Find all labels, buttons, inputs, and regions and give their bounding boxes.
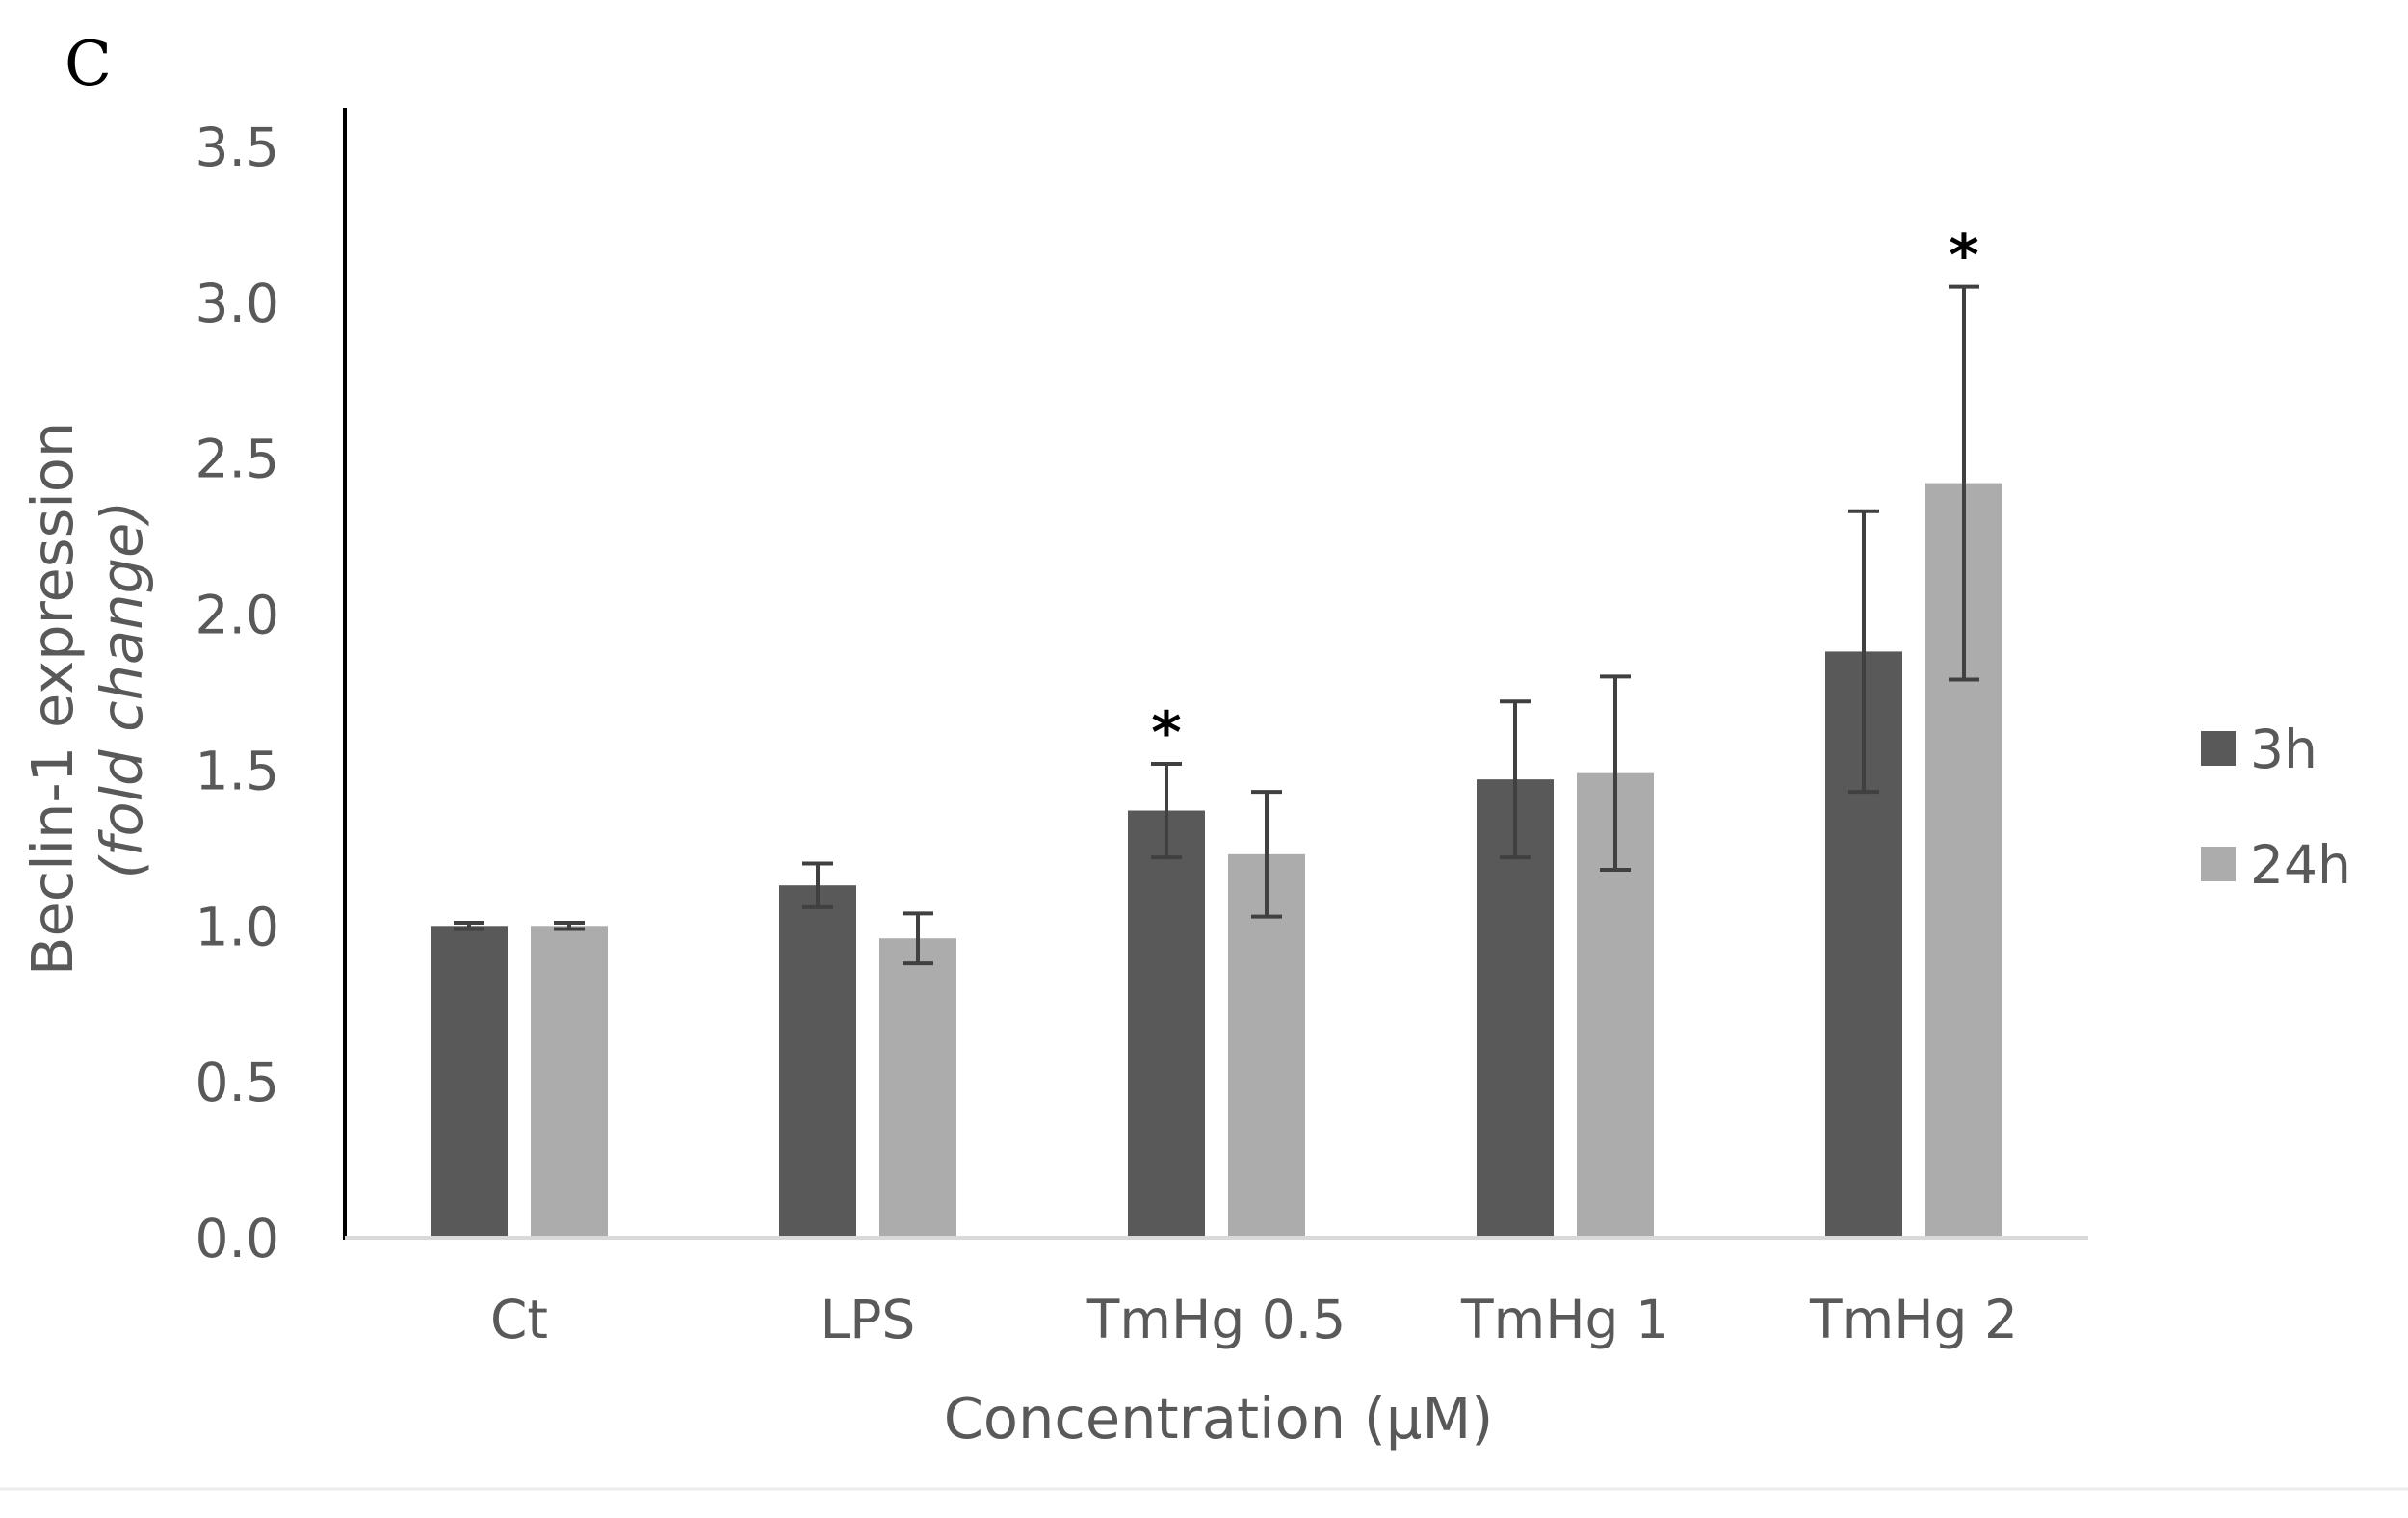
y-tick-label: 0.5	[196, 1052, 279, 1113]
y-axis-title: Beclin-1 expression (fold change)	[19, 404, 155, 976]
significance-asterisk: *	[1151, 699, 1181, 767]
y-tick-label: 3.0	[196, 273, 279, 334]
bar	[531, 926, 608, 1238]
bar	[431, 926, 508, 1238]
bar-series	[431, 483, 2002, 1238]
y-tick-label: 1.5	[196, 740, 279, 801]
bar	[1128, 810, 1205, 1238]
legend-swatch	[2201, 847, 2236, 881]
significance-markers: **	[1151, 222, 1978, 767]
y-tick-label: 3.5	[196, 117, 279, 178]
y-tick-label: 1.0	[196, 896, 279, 957]
x-tick-label: TmHg 0.5	[1086, 1289, 1346, 1350]
panel-label: C	[65, 29, 112, 100]
legend-swatch	[2201, 731, 2236, 766]
legend-label: 24h	[2250, 834, 2351, 896]
y-axis-title-main: Beclin-1 expression	[19, 422, 86, 976]
x-tick-label: TmHg 1	[1460, 1289, 1669, 1350]
bar	[779, 885, 856, 1238]
x-tick-label: LPS	[821, 1289, 916, 1350]
y-axis-title-unit: (fold change)	[89, 501, 155, 879]
bar	[879, 938, 956, 1238]
x-tick-label: TmHg 2	[1809, 1289, 2018, 1350]
x-tick-labels: Ct LPS TmHg 0.5 TmHg 1 TmHg 2	[490, 1289, 2018, 1350]
y-tick-label: 2.0	[196, 585, 279, 646]
x-tick-label: Ct	[490, 1289, 548, 1350]
y-tick-label: 2.5	[196, 429, 279, 490]
legend: 3h 24h	[2201, 719, 2351, 896]
legend-label: 3h	[2250, 719, 2317, 780]
x-axis-title: Concentration (µM)	[944, 1385, 1494, 1452]
error-bars	[454, 284, 1979, 966]
y-tick-label: 0.0	[196, 1208, 279, 1269]
significance-asterisk: *	[1949, 222, 1978, 290]
y-tick-labels: 0.0 0.5 1.0 1.5 2.0 2.5 3.0 3.5	[196, 117, 279, 1269]
